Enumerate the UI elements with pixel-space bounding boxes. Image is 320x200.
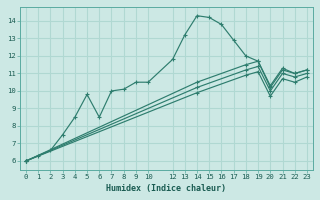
X-axis label: Humidex (Indice chaleur): Humidex (Indice chaleur) <box>107 184 227 193</box>
